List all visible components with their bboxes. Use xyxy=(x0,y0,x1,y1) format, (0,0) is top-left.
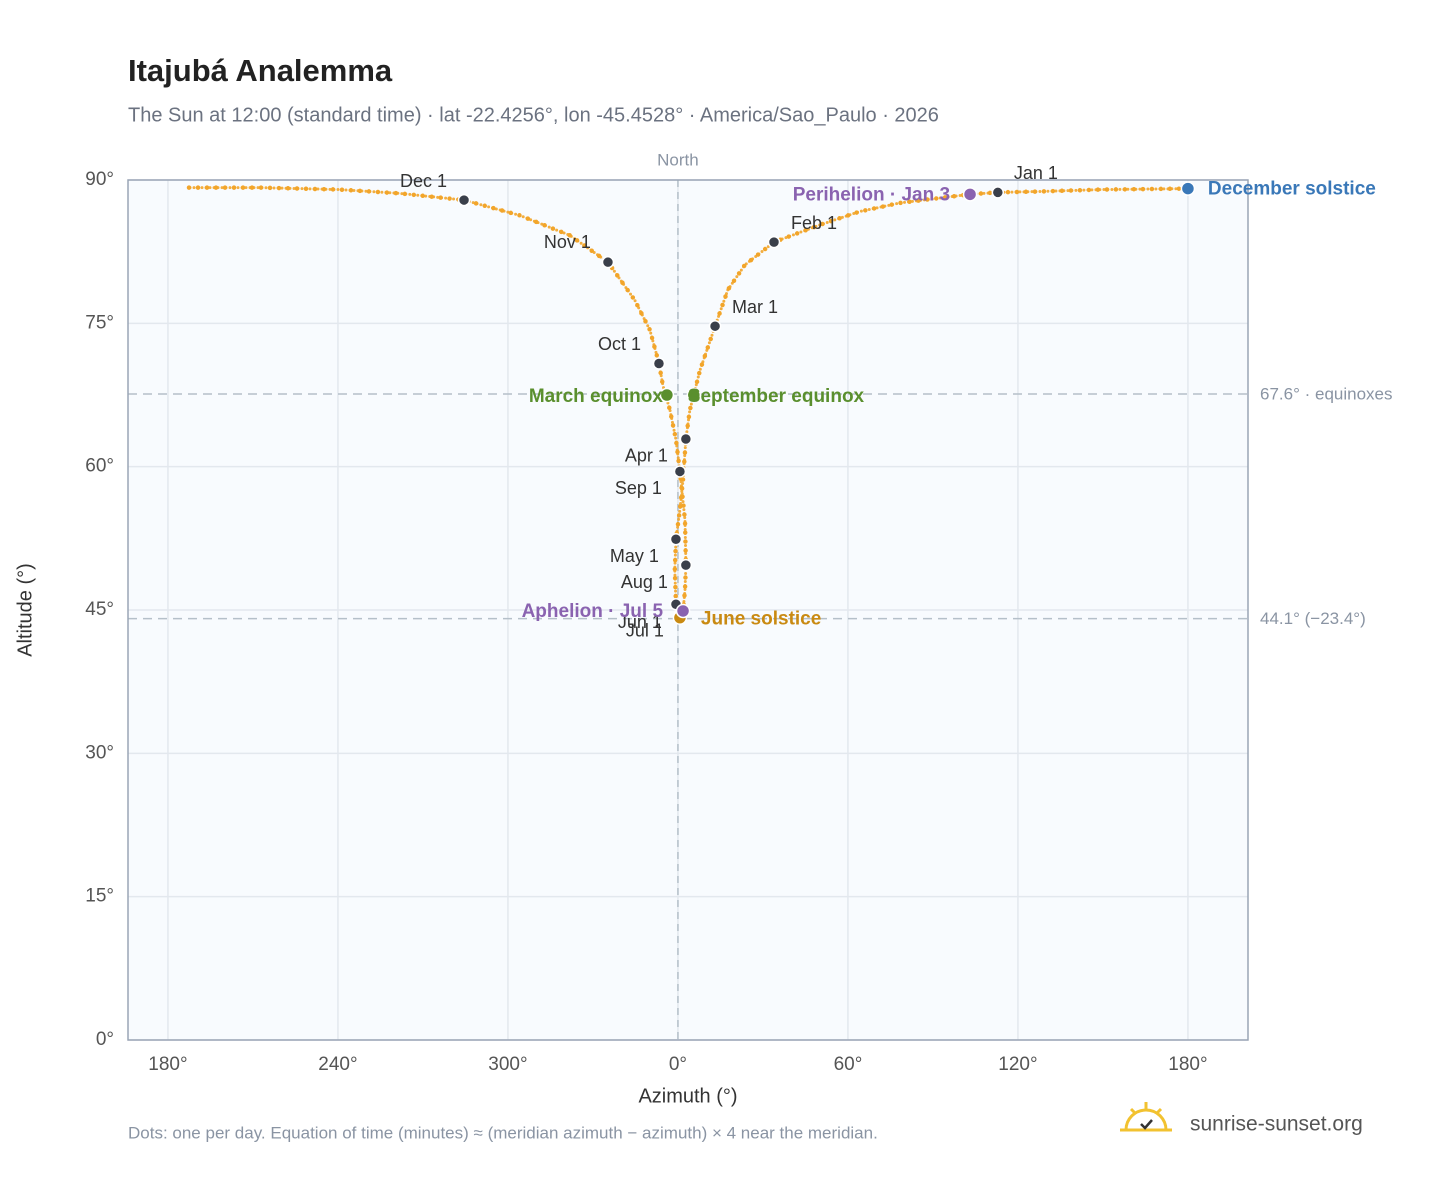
brand-logo xyxy=(1120,1102,1172,1132)
month-marker xyxy=(669,533,683,546)
x-tick-label: 180° xyxy=(148,1054,187,1075)
y-tick-label: 15° xyxy=(85,886,114,907)
x-tick-label: 180° xyxy=(1168,1054,1207,1075)
month-marker xyxy=(767,235,781,249)
month-marker xyxy=(708,319,722,333)
event-marker xyxy=(1180,181,1196,196)
x-tick-label: 300° xyxy=(488,1054,527,1075)
month-label: Sep 1 xyxy=(615,478,662,498)
y-tick-label: 60° xyxy=(85,456,114,477)
y-tick-label: 30° xyxy=(85,742,114,763)
x-axis-label: Azimuth (°) xyxy=(638,1085,737,1107)
event-label: Aphelion · Jul 5 xyxy=(522,601,664,622)
event-label: June solstice xyxy=(701,609,821,630)
event-marker xyxy=(686,387,702,403)
x-tick-label: 60° xyxy=(834,1054,863,1075)
event-marker xyxy=(675,603,691,619)
month-label: Apr 1 xyxy=(625,446,668,466)
marks xyxy=(183,181,1196,625)
x-tick-label: 0° xyxy=(669,1054,687,1075)
event-marker xyxy=(962,187,978,202)
y-axis-label: Altitude (°) xyxy=(14,563,36,657)
footnote: Dots: one per day. Equation of time (min… xyxy=(128,1123,878,1142)
event-label: September equinox xyxy=(688,386,865,407)
month-label: Mar 1 xyxy=(732,297,778,317)
event-label: March equinox xyxy=(529,386,664,407)
month-label: Feb 1 xyxy=(791,213,837,233)
chart-title: Itajubá Analemma xyxy=(128,53,393,88)
x-tick-label: 120° xyxy=(998,1054,1037,1075)
y-tick-label: 90° xyxy=(85,169,114,190)
event-label: December solstice xyxy=(1208,179,1376,200)
month-marker xyxy=(601,255,615,269)
month-marker xyxy=(679,558,693,572)
month-label: Dec 1 xyxy=(400,171,447,191)
month-marker xyxy=(679,432,693,446)
reference-label: 44.1° (−23.4°) xyxy=(1260,609,1366,628)
event-marker xyxy=(659,387,675,403)
x-tick-label: 240° xyxy=(318,1054,357,1075)
y-tick-label: 0° xyxy=(96,1029,114,1050)
chart-subtitle: The Sun at 12:00 (standard time) · lat -… xyxy=(128,104,939,126)
y-tick-label: 75° xyxy=(85,312,114,333)
y-tick-label: 45° xyxy=(85,599,114,620)
reference-label: 67.6° · equinoxes xyxy=(1260,385,1393,404)
month-marker xyxy=(673,465,687,478)
month-marker xyxy=(991,186,1005,199)
month-label: Nov 1 xyxy=(544,232,591,252)
event-label: Perihelion · Jan 3 xyxy=(793,184,950,205)
month-label: Jan 1 xyxy=(1014,163,1058,183)
meridian-label: North xyxy=(657,150,699,169)
month-label: Aug 1 xyxy=(621,572,668,592)
month-label: Jun 1 xyxy=(618,612,662,632)
month-label: May 1 xyxy=(610,546,659,566)
month-label: Jul 1 xyxy=(626,621,664,641)
brand: sunrise-sunset.org xyxy=(1190,1113,1363,1136)
month-label: Oct 1 xyxy=(598,334,641,354)
month-marker xyxy=(652,357,666,370)
plot-frame xyxy=(127,179,1249,1041)
month-marker xyxy=(457,193,471,207)
